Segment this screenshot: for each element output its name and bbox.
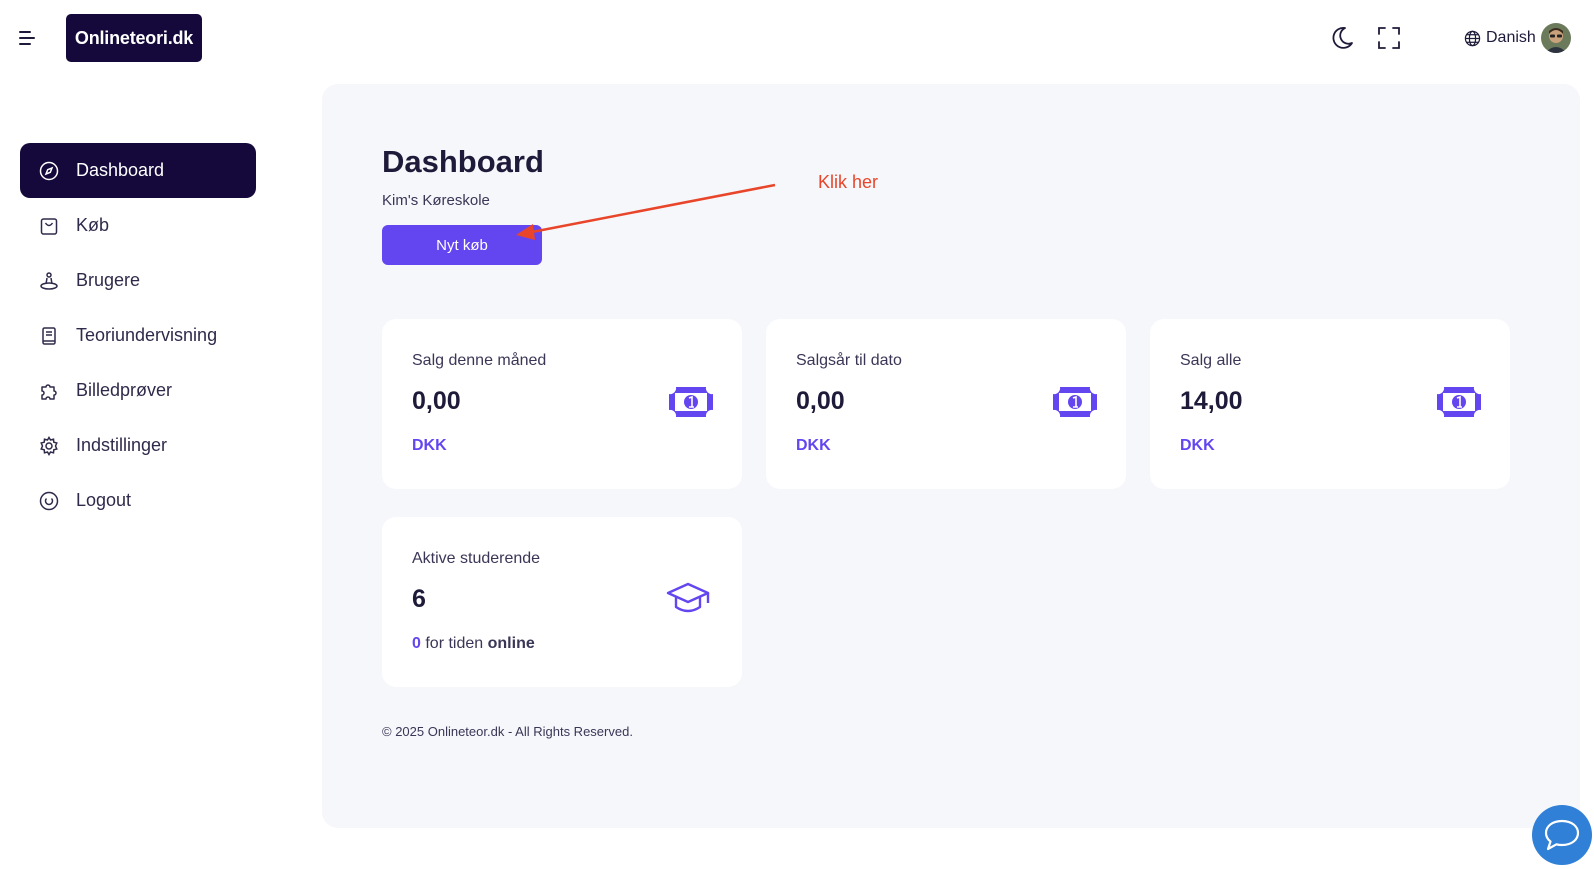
stat-card-all: Salg alle 14,00 DKK [1150,319,1510,489]
language-selector[interactable]: Danish [1464,26,1536,50]
logo[interactable]: Onlineteori.dk [66,14,202,62]
language-label: Danish [1486,29,1536,46]
online-count: 0 [412,635,421,652]
card-label: Salg alle [1180,352,1242,369]
sidebar-item-kob[interactable]: Køb [20,198,256,253]
online-word: online [487,635,535,652]
gear-icon [38,435,60,457]
chat-button[interactable] [1532,805,1592,865]
users-icon [38,270,60,292]
new-purchase-button[interactable]: Nyt køb [382,225,542,265]
card-currency: DKK [796,437,831,454]
moon-icon[interactable] [1326,23,1356,53]
puzzle-icon [38,380,60,402]
sidebar-item-label: Køb [76,215,110,235]
globe-icon [1464,30,1481,47]
banknote-icon [1436,385,1482,419]
avatar[interactable] [1541,23,1571,53]
sidebar-item-logout[interactable]: Logout [20,473,256,528]
banknote-icon [668,385,714,419]
banknote-icon [1052,385,1098,419]
compass-icon [38,160,60,182]
sidebar-item-label: Logout [76,490,132,510]
shopping-bag-icon [38,215,60,237]
sidebar-item-dashboard[interactable]: Dashboard [20,143,256,198]
fullscreen-icon[interactable] [1374,23,1404,53]
card-label: Salg denne måned [412,352,547,369]
card-value: 0,00 [412,387,461,415]
card-value: 0,00 [796,387,845,415]
stat-card-year: Salgsår til dato 0,00 DKK [766,319,1126,489]
sidebar-item-label: Teoriundervisning [76,325,218,345]
annotation-label: Klik her [818,172,879,192]
online-status: 0 for tiden online [412,635,535,653]
sidebar-item-indstillinger[interactable]: Indstillinger [20,418,256,473]
book-icon [38,325,60,347]
card-label: Salgsår til dato [796,352,902,369]
sidebar-item-billedprover[interactable]: Billedprøver [20,363,256,418]
sidebar-item-label: Brugere [76,270,141,290]
graduation-cap-icon [666,579,710,619]
card-label: Aktive studerende [412,550,541,567]
school-name: Kim's Køreskole [382,192,490,209]
sidebar-item-label: Dashboard [76,160,165,180]
main-content: Dashboard Kim's Køreskole Nyt køb Klik h… [322,84,1580,828]
card-value: 14,00 [1180,387,1243,415]
card-value: 6 [412,585,426,613]
top-bar: Onlineteori.dk Danish [0,0,1594,76]
sidebar-item-teoriundervisning[interactable]: Teoriundervisning [20,308,256,363]
card-currency: DKK [1180,437,1215,454]
sidebar: Dashboard Køb Brugere Teoriundervisning … [20,143,256,528]
sidebar-item-label: Billedprøver [76,380,173,400]
stat-card-month: Salg denne måned 0,00 DKK [382,319,742,489]
chat-bubble-icon [1543,818,1581,852]
footer-copyright: © 2025 Onlineteor.dk - All Rights Reserv… [382,724,633,739]
stat-card-students: Aktive studerende 6 0 for tiden online [382,517,742,687]
online-mid-text: for tiden [425,635,484,652]
card-currency: DKK [412,437,447,454]
menu-icon[interactable] [14,26,40,50]
page-title: Dashboard [382,144,544,179]
sidebar-item-brugere[interactable]: Brugere [20,253,256,308]
sidebar-item-label: Indstillinger [76,435,168,455]
power-icon [38,490,60,512]
